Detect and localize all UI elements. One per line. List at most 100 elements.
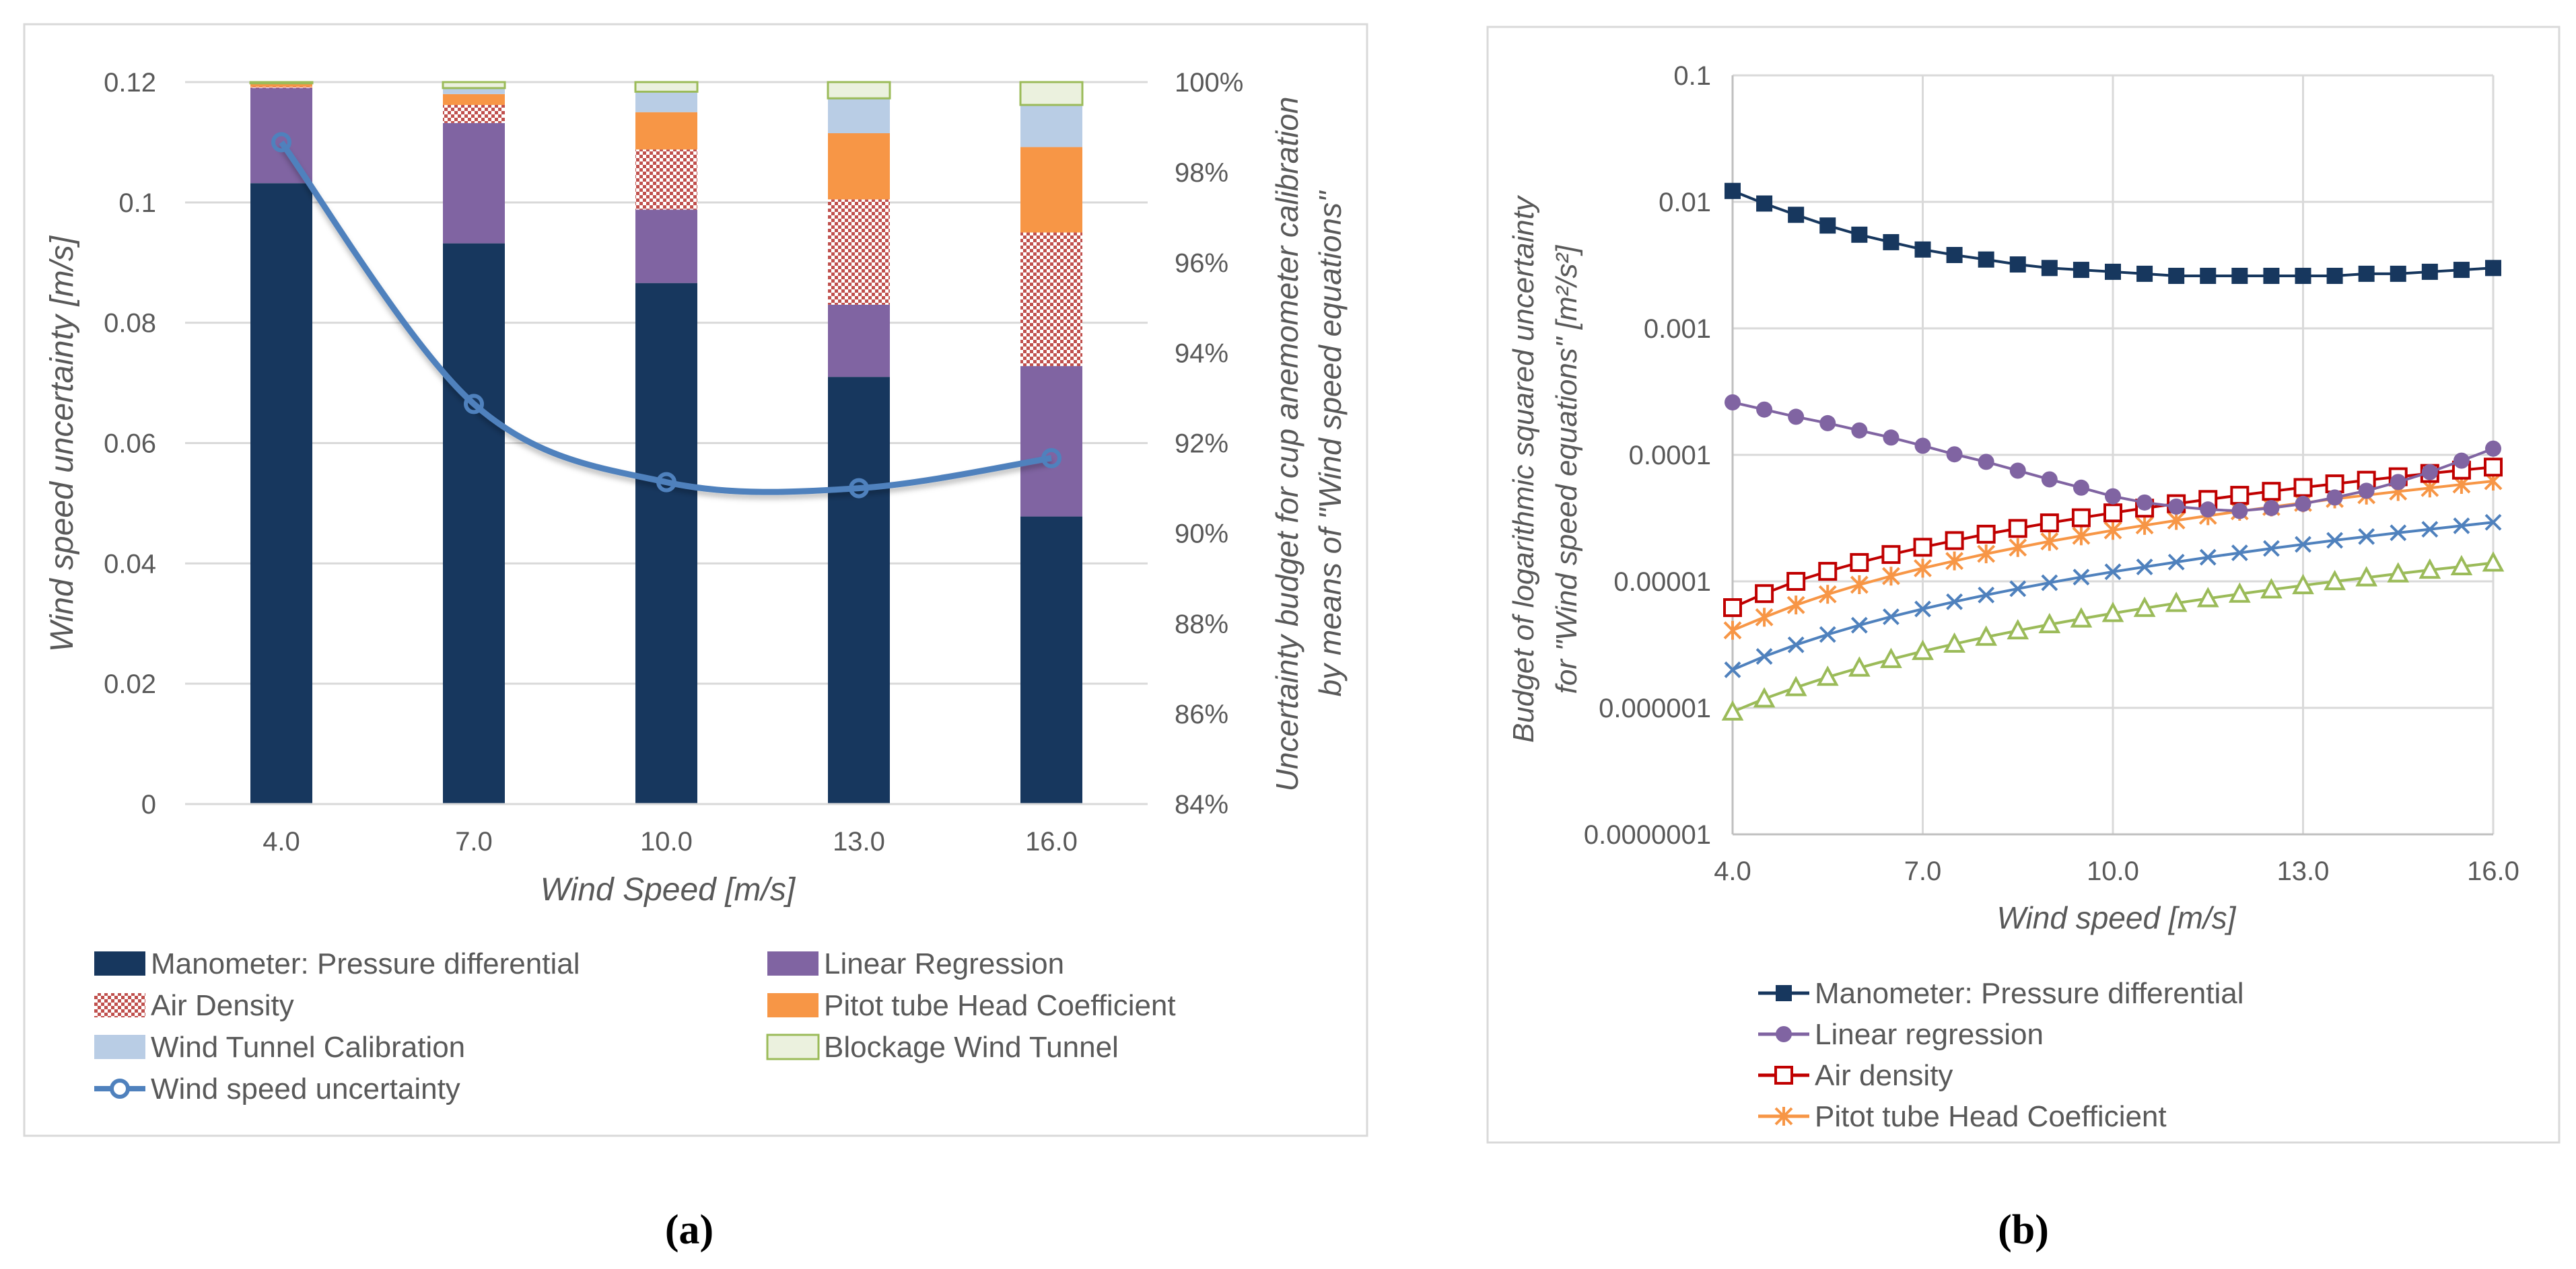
x-tick-label: 10.0 — [2087, 857, 2139, 886]
point-pitot-tube-head-coefficient — [2135, 515, 2154, 535]
point-air-density — [1976, 524, 1996, 544]
point-manometer-pressure-differential — [2231, 267, 2248, 284]
point-manometer-pressure-differential — [1788, 207, 1805, 223]
left-tick-label: 0.06 — [104, 429, 156, 459]
point-air-density — [1945, 531, 1964, 550]
point-manometer-pressure-differential — [1756, 195, 1773, 212]
point-air-density — [2103, 503, 2122, 523]
chart-a-right-axis-label-line1: Uncertainty budget for cup anemometer ca… — [1269, 96, 1304, 791]
point-linear-regression — [1756, 401, 1773, 418]
legend-label: Air Density — [151, 989, 294, 1022]
point-linear-regression — [2105, 488, 2121, 505]
point-linear-regression — [2073, 479, 2089, 496]
bar-manometer-pressure-differential — [1020, 516, 1082, 804]
point-wind-tunnel-calibration — [2009, 580, 2027, 597]
point-linear-regression — [2041, 471, 2058, 488]
point-linear-regression — [2295, 495, 2311, 512]
bar-air-density — [828, 199, 890, 305]
bar-linear-regression — [1020, 366, 1082, 517]
legend-label: Manometer: Pressure differential — [1815, 977, 2243, 1010]
bar-linear-regression — [828, 304, 890, 377]
point-linear-regression — [1883, 429, 1900, 446]
left-tick-label: 0 — [141, 790, 156, 820]
point-pitot-tube-head-coefficient — [1818, 585, 1837, 604]
point-manometer-pressure-differential — [1725, 182, 1741, 199]
x-tick-label: 7.0 — [1904, 857, 1942, 886]
point-pitot-tube-head-coefficient — [1786, 595, 1805, 615]
point-linear-regression — [1946, 446, 1963, 463]
point-manometer-pressure-differential — [2358, 265, 2375, 282]
legend-swatch-manometer-pressure-differential — [94, 951, 145, 976]
point-wind-tunnel-calibration — [2453, 517, 2470, 534]
point-manometer-pressure-differential — [2168, 267, 2185, 284]
point-linear-regression — [2421, 464, 2438, 480]
point-wind-tunnel-calibration — [1724, 661, 1741, 678]
point-linear-regression — [1851, 422, 1868, 439]
point-linear-regression — [2168, 498, 2185, 515]
point-blockage-wind-tunnel — [2355, 566, 2378, 587]
point-linear-regression — [1788, 408, 1805, 425]
point-wind-tunnel-calibration — [2358, 528, 2375, 545]
legend-marker-air-density — [1774, 1066, 1793, 1085]
legend-marker-pitot-tube-head-coefficient — [1774, 1107, 1793, 1126]
chart-a-line — [271, 132, 1061, 499]
point-pitot-tube-head-coefficient — [1882, 567, 1900, 586]
point-manometer-pressure-differential — [1914, 241, 1931, 258]
chart-a-left-axis-label: Wind speed uncertainty [m/s] — [44, 235, 80, 652]
point-manometer-pressure-differential — [2009, 256, 2026, 273]
point-manometer-pressure-differential — [2390, 265, 2406, 282]
point-linear-regression — [2231, 503, 2248, 519]
point-blockage-wind-tunnel — [1816, 665, 1839, 686]
x-tick-label: 4.0 — [1714, 857, 1751, 886]
point-pitot-tube-head-coefficient — [2103, 521, 2122, 540]
point-linear-regression — [1978, 454, 1994, 470]
point-blockage-wind-tunnel — [2101, 602, 2124, 622]
legend-swatch-blockage-wind-tunnel — [766, 1034, 820, 1060]
point-pitot-tube-head-coefficient — [1850, 575, 1869, 595]
legend-label: Blockage Wind Tunnel — [824, 1031, 1119, 1064]
line-point — [1041, 447, 1061, 468]
legend-swatch-pitot-tube-head-coefficient — [767, 993, 819, 1017]
point-air-density — [2008, 519, 2027, 538]
legend-swatch-linear-regression — [767, 951, 819, 976]
right-tick-label: 98% — [1175, 158, 1228, 188]
point-blockage-wind-tunnel — [2165, 591, 2188, 612]
bar-air-density — [635, 149, 697, 210]
y-tick-label: 0.0000001 — [1584, 820, 1711, 850]
left-tick-label: 0.1 — [118, 188, 156, 218]
point-wind-tunnel-calibration — [1755, 648, 1773, 665]
point-wind-tunnel-calibration — [1787, 636, 1805, 653]
legend-marker-manometer-pressure-differential — [1776, 985, 1792, 1001]
series-manometer-pressure-differential — [1725, 182, 2501, 284]
legend-marker-linear-regression — [1776, 1026, 1792, 1042]
point-manometer-pressure-differential — [2200, 267, 2217, 284]
point-wind-tunnel-calibration — [2167, 553, 2185, 571]
point-blockage-wind-tunnel — [1912, 639, 1934, 660]
point-air-density — [2293, 478, 2313, 497]
line-point — [464, 394, 484, 414]
point-blockage-wind-tunnel — [2260, 578, 2283, 599]
point-manometer-pressure-differential — [1883, 233, 1900, 250]
point-pitot-tube-head-coefficient — [1945, 551, 1963, 571]
point-pitot-tube-head-coefficient — [1723, 620, 1742, 640]
bar-pitot-tube-head-coefficient — [443, 94, 505, 105]
point-blockage-wind-tunnel — [1848, 656, 1871, 677]
point-air-density — [1850, 552, 1869, 572]
point-wind-tunnel-calibration — [2390, 524, 2407, 542]
legend-label: Wind Tunnel Calibration — [151, 1031, 465, 1064]
bar-manometer-pressure-differential — [828, 377, 890, 804]
point-wind-tunnel-calibration — [1850, 616, 1868, 634]
panel-label-a: (a) — [665, 1207, 713, 1253]
point-blockage-wind-tunnel — [1721, 700, 1744, 721]
series-wind-tunnel-calibration — [1724, 513, 2502, 678]
point-air-density — [1723, 598, 1742, 618]
x-tick-label: 13.0 — [833, 827, 885, 857]
point-manometer-pressure-differential — [2295, 267, 2311, 284]
point-manometer-pressure-differential — [2073, 262, 2089, 279]
point-air-density — [2262, 482, 2281, 501]
chart-b-series — [1721, 182, 2505, 721]
point-air-density — [1818, 562, 1838, 581]
y-tick-label: 0.001 — [1644, 314, 1711, 344]
bar-blockage-wind-tunnel — [634, 81, 699, 93]
